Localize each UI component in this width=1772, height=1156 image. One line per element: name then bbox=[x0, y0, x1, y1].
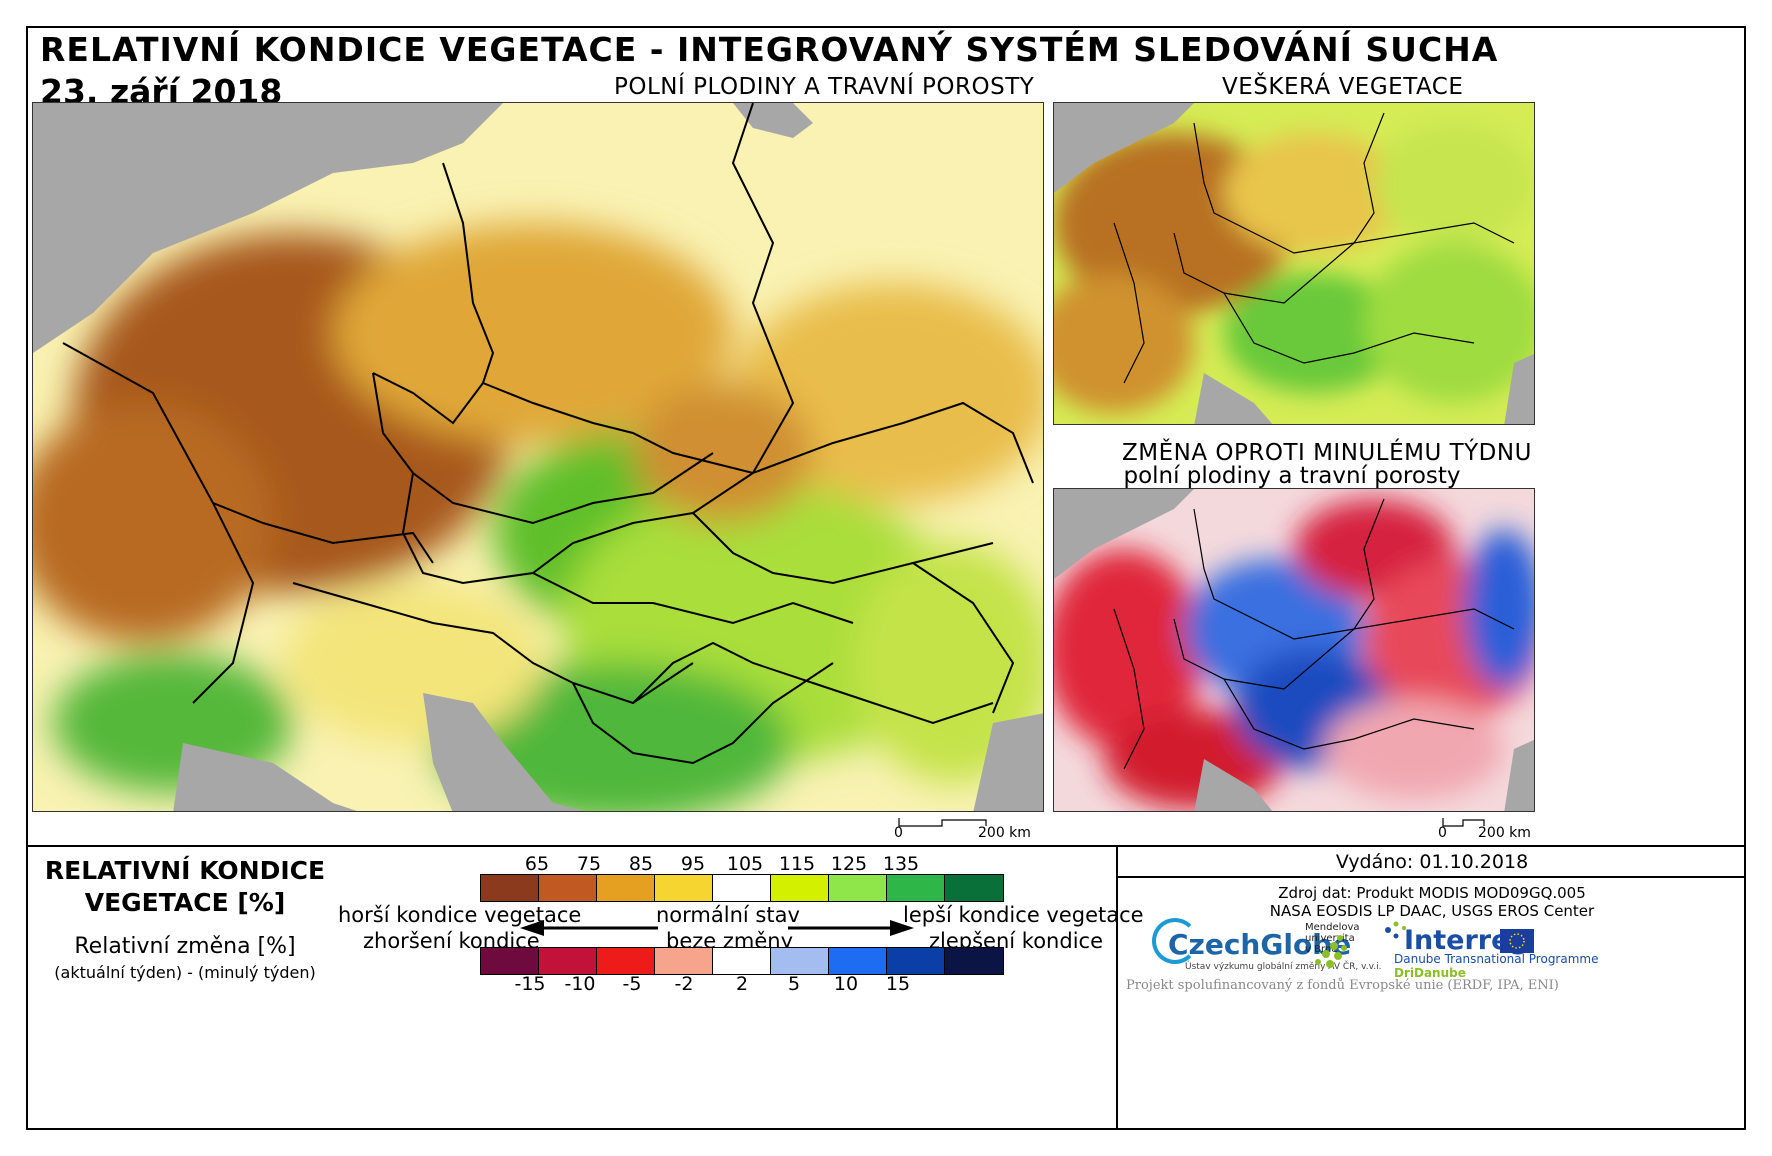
change-swatch bbox=[539, 948, 597, 974]
small-scale-zero: 0 bbox=[1438, 825, 1447, 841]
change-swatch bbox=[713, 948, 771, 974]
condition-swatch bbox=[713, 875, 771, 901]
interreg-project: DriDanube bbox=[1394, 966, 1466, 980]
change-tick: -15 bbox=[514, 973, 546, 995]
left-arrow-icon bbox=[520, 920, 658, 936]
change-legend-formula: (aktuální týden) - (minulý týden) bbox=[54, 963, 316, 982]
small-scale-bar: 0 200 km bbox=[1438, 815, 1540, 841]
change-swatch bbox=[655, 948, 713, 974]
change-color-scale bbox=[480, 947, 1004, 975]
all-vegetation-graphic bbox=[1054, 103, 1534, 424]
legend-title-line1: RELATIVNÍ KONDICE bbox=[44, 856, 326, 885]
issued-date: Vydáno: 01.10.2018 bbox=[1335, 851, 1529, 873]
change-swatch bbox=[771, 948, 829, 974]
condition-tick-labels: 65 75 85 95 105 115 125 135 bbox=[480, 853, 1002, 875]
eu-flag-icon bbox=[1500, 929, 1534, 953]
right-arrow-icon bbox=[788, 920, 914, 936]
change-swatch bbox=[481, 948, 539, 974]
condition-tick: 75 bbox=[576, 853, 602, 875]
condition-swatch bbox=[887, 875, 945, 901]
data-source-1: Zdroj dat: Produkt MODIS MOD09GQ.005 bbox=[1278, 884, 1586, 902]
mendel-line3: v Brně bbox=[1305, 944, 1338, 955]
condition-swatch bbox=[945, 875, 1003, 901]
condition-swatch bbox=[655, 875, 713, 901]
main-vegetation-map bbox=[32, 102, 1044, 812]
main-map-caption: POLNÍ PLODINY A TRAVNÍ POROSTY bbox=[614, 74, 1035, 100]
condition-tick: 135 bbox=[882, 853, 920, 875]
small-scale-label: 200 km bbox=[1478, 825, 1531, 841]
change-swatch bbox=[829, 948, 887, 974]
change-swatch bbox=[945, 948, 1003, 974]
condition-tick: 85 bbox=[628, 853, 654, 875]
czechglobe-logo: CzechGlobe bbox=[1168, 928, 1352, 961]
info-divider bbox=[1116, 845, 1118, 1130]
small-scale-bar-graphic bbox=[1442, 818, 1485, 827]
figure-frame bbox=[26, 26, 1746, 1130]
main-scale-label: 200 km bbox=[978, 825, 1031, 841]
change-tick: 5 bbox=[787, 973, 801, 995]
all-vegetation-map bbox=[1053, 102, 1535, 425]
condition-swatch bbox=[539, 875, 597, 901]
weekly-change-graphic bbox=[1054, 489, 1534, 811]
change-subcaption: polní plodiny a travní porosty bbox=[1123, 463, 1461, 489]
change-swatch bbox=[597, 948, 655, 974]
eu-funding-note: Projekt spolufinancovaný z fondů Evropsk… bbox=[1126, 978, 1559, 993]
condition-tick: 95 bbox=[680, 853, 706, 875]
condition-tick: 125 bbox=[830, 853, 868, 875]
interreg-programme: Danube Transnational Programme bbox=[1394, 952, 1599, 966]
condition-tick: 115 bbox=[778, 853, 816, 875]
change-tick: 15 bbox=[885, 973, 911, 995]
legend-better: lepší kondice vegetace bbox=[903, 903, 1144, 927]
eu-stars-icon bbox=[1509, 933, 1525, 949]
change-tick: 2 bbox=[735, 973, 749, 995]
change-tick: -2 bbox=[674, 973, 694, 995]
main-scale-bar-graphic bbox=[898, 818, 987, 827]
legend-title-line2: VEGETACE [%] bbox=[84, 888, 286, 917]
data-source-2: NASA EOSDIS LP DAAC, USGS EROS Center bbox=[1269, 902, 1595, 920]
czechglobe-subtitle: Ústav výzkumu globální změny AV ČR, v.v.… bbox=[1185, 962, 1382, 972]
czechglobe-logo-icon bbox=[1152, 918, 1198, 964]
change-tick: -5 bbox=[622, 973, 642, 995]
interreg-signal-icon bbox=[1385, 921, 1406, 939]
change-legend-title: Relativní změna [%] bbox=[74, 934, 296, 959]
mendel-line1: Mendelova bbox=[1305, 922, 1360, 933]
page-title: RELATIVNÍ KONDICE VEGETACE - INTEGROVANÝ… bbox=[40, 30, 1499, 69]
condition-tick: 65 bbox=[524, 853, 550, 875]
main-scale-zero: 0 bbox=[894, 825, 903, 841]
change-tick: -10 bbox=[564, 973, 596, 995]
mendel-line2: univerzita bbox=[1305, 933, 1355, 944]
main-scale-bar: 0 200 km bbox=[894, 815, 1036, 841]
condition-swatch bbox=[481, 875, 539, 901]
change-swatch bbox=[887, 948, 945, 974]
condition-swatch bbox=[771, 875, 829, 901]
condition-color-scale bbox=[480, 874, 1004, 902]
change-tick-labels: -15 -10 -5 -2 2 5 10 15 bbox=[480, 973, 1002, 995]
all-vegetation-caption: VEŠKERÁ VEGETACE bbox=[1222, 74, 1464, 100]
condition-swatch bbox=[829, 875, 887, 901]
legend-normal: normální stav bbox=[656, 903, 800, 927]
condition-tick: 105 bbox=[726, 853, 764, 875]
mendel-university-logo-icon bbox=[1315, 935, 1347, 968]
change-tick: 10 bbox=[833, 973, 859, 995]
change-caption: ZMĚNA OPROTI MINULÉMU TÝDNU bbox=[1122, 440, 1532, 466]
weekly-change-map bbox=[1053, 488, 1535, 812]
main-map-graphic bbox=[33, 103, 1043, 811]
issued-divider bbox=[1116, 876, 1746, 878]
condition-swatch bbox=[597, 875, 655, 901]
legend-divider bbox=[26, 845, 1746, 847]
